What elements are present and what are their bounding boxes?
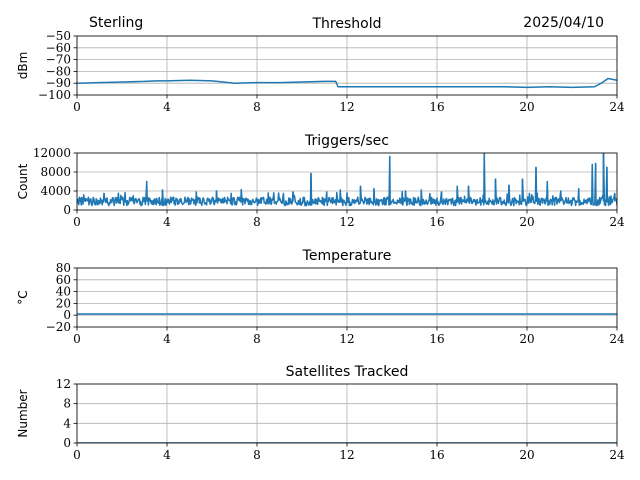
triggers-xtick-label-5: 20	[519, 215, 534, 229]
threshold-xtick-label-6: 24	[609, 100, 625, 114]
temperature-xtick-label-3: 12	[339, 332, 354, 346]
temperature-title: Temperature	[302, 248, 392, 264]
triggers-xtick-label-4: 16	[429, 215, 444, 229]
satellites-xtick-label-5: 20	[519, 448, 534, 462]
threshold-series-group	[77, 77, 617, 89]
threshold-panel: 0 4 8 12 16 20 24 −100−90−80−70−60−50 Threshold d…	[16, 16, 625, 114]
threshold-ytick-label-5: −50	[46, 29, 71, 43]
triggers-ytick-label-3: 12000	[33, 146, 71, 160]
threshold-xtick-label-0: 0	[73, 100, 81, 114]
temperature-xtick-label-1: 4	[163, 332, 171, 346]
threshold-xtick-label-4: 16	[429, 100, 444, 114]
threshold-xtick-label-1: 4	[163, 100, 171, 114]
triggers-title: Triggers/sec	[304, 133, 389, 149]
threshold-xtick-label-2: 8	[253, 100, 261, 114]
triggers-series-group	[77, 153, 617, 207]
satellites-xtick-label-4: 16	[429, 448, 444, 462]
triggers-ytick-label-2: 8000	[40, 165, 71, 179]
temperature-ytick-label-0: −20	[46, 320, 71, 334]
triggers-xtick-label-2: 8	[253, 215, 261, 229]
temperature-ytick-label-1: 0	[63, 308, 71, 322]
triggers-xtick-label-1: 4	[163, 215, 171, 229]
threshold-xtick-label-3: 12	[339, 100, 354, 114]
threshold-title: Threshold	[312, 16, 382, 32]
triggers-panel: 0 4 8 12 16 20 24 0 4000 8000 12000 Triggers/sec Cou…	[16, 133, 625, 229]
threshold-ytick-label-1: −90	[46, 76, 71, 90]
temperature-ytick-label-2: 20	[56, 296, 71, 310]
threshold-ytick-label-0: −100	[38, 88, 71, 102]
triggers-ylabel: Count	[16, 163, 30, 199]
satellites-ytick-label-3: 12	[56, 377, 71, 391]
triggers-ytick-label-0: 0	[63, 203, 71, 217]
temperature-xtick-label-6: 24	[609, 332, 625, 346]
threshold-series-line-0	[77, 77, 617, 89]
temperature-ytick-label-4: 60	[56, 273, 71, 287]
satellites-xtick-label-1: 4	[163, 448, 171, 462]
satellites-ylabel: Number	[16, 389, 30, 437]
temperature-xtick-label-2: 8	[253, 332, 261, 346]
satellites-panel: 0 4 8 12 16 20 24 0 4 8 12 Satellites Tracked Number	[16, 364, 625, 462]
satellites-xtick-label-2: 8	[253, 448, 261, 462]
temperature-ytick-label-3: 40	[56, 285, 71, 299]
date-label: 2025/04/10	[523, 15, 604, 31]
threshold-xtick-label-5: 20	[519, 100, 534, 114]
triggers-xtick-label-6: 24	[609, 215, 625, 229]
temperature-xtick-label-4: 16	[429, 332, 444, 346]
triggers-xtick-label-3: 12	[339, 215, 354, 229]
satellites-xtick-label-3: 12	[339, 448, 354, 462]
temperature-ytick-label-5: 80	[56, 261, 71, 275]
satellites-title: Satellites Tracked	[286, 364, 409, 380]
threshold-ytick-label-3: −70	[46, 53, 71, 67]
triggers-xtick-label-0: 0	[73, 215, 81, 229]
temperature-xtick-label-0: 0	[73, 332, 81, 346]
triggers-ytick-label-1: 4000	[40, 184, 71, 198]
threshold-ylabel: dBm	[16, 52, 30, 80]
threshold-ytick-label-4: −60	[46, 41, 71, 55]
station-label: Sterling	[89, 15, 143, 31]
temperature-xtick-label-5: 20	[519, 332, 534, 346]
satellites-xtick-label-6: 24	[609, 448, 625, 462]
satellites-ytick-label-0: 0	[63, 436, 71, 450]
satellites-ytick-label-2: 8	[63, 397, 71, 411]
satellites-ytick-label-1: 4	[63, 416, 71, 430]
triggers-series-line-0	[77, 153, 617, 207]
threshold-ytick-label-2: −80	[46, 64, 71, 78]
temperature-ylabel: °C	[16, 290, 30, 304]
satellites-xtick-label-0: 0	[73, 448, 81, 462]
